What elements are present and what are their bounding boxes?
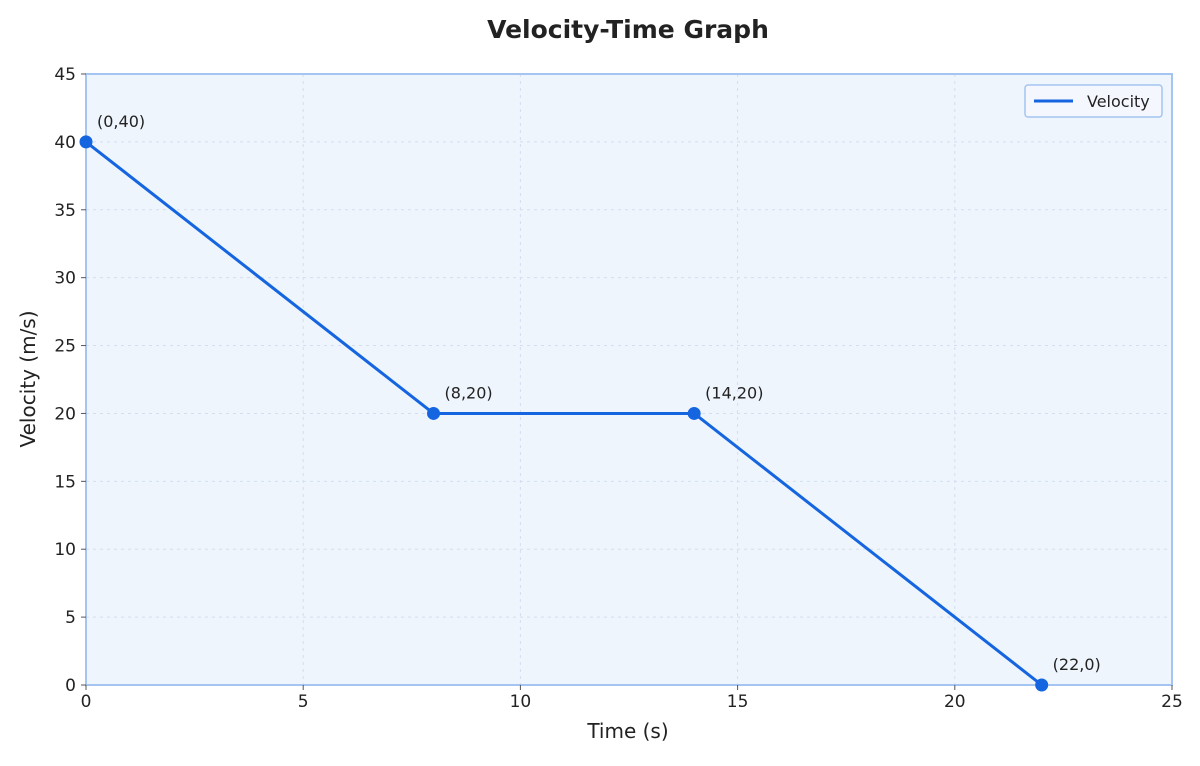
x-tick-label: 25: [1161, 692, 1183, 712]
axis-ticks: 0 5 10 15 20 25 0 5 10 15 20 25 30 35 40 45: [54, 65, 1182, 712]
data-point: [427, 406, 441, 420]
y-tick-label: 25: [54, 337, 76, 357]
y-tick-label: 15: [54, 472, 76, 492]
point-label: (0,40): [97, 112, 145, 131]
legend: Velocity: [1024, 84, 1163, 118]
x-axis-label: Time (s): [586, 719, 668, 743]
data-point: [79, 135, 93, 149]
x-tick-label: 10: [510, 692, 532, 712]
chart-title: Velocity-Time Graph: [487, 15, 769, 44]
data-point: [687, 406, 701, 420]
point-label: (8,20): [445, 383, 493, 402]
velocity-line: [85, 140, 1043, 687]
x-tick-label: 20: [944, 692, 966, 712]
legend-label: Velocity: [1087, 92, 1150, 111]
point-labels: (0,40) (8,20) (14,20) (22,0): [97, 112, 1101, 674]
x-tick-label: 15: [727, 692, 749, 712]
plot-border: [85, 73, 1173, 686]
x-tick-label: 5: [298, 692, 309, 712]
y-tick-label: 30: [54, 269, 76, 289]
y-axis-label: Velocity (m/s): [16, 310, 40, 447]
data-point: [1035, 678, 1049, 692]
y-tick-label: 20: [54, 404, 76, 424]
point-label: (14,20): [705, 383, 763, 402]
y-tick-label: 0: [65, 676, 76, 696]
grid-lines: [86, 74, 1172, 685]
plot-area: [86, 74, 1172, 685]
y-tick-label: 5: [65, 608, 76, 628]
y-tick-label: 45: [54, 65, 76, 85]
y-tick-label: 35: [54, 201, 76, 221]
point-label: (22,0): [1053, 655, 1101, 674]
series-layer: [79, 135, 1049, 692]
y-tick-label: 40: [54, 133, 76, 153]
legend-box: [1024, 84, 1163, 118]
x-tick-label: 0: [81, 692, 92, 712]
y-tick-label: 10: [54, 540, 76, 560]
